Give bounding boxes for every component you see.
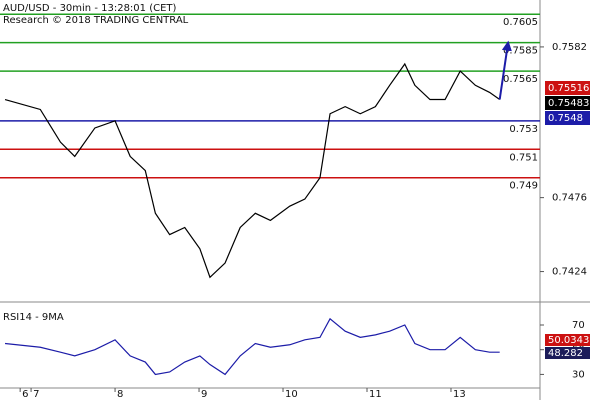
x-tick-label: 7 <box>33 389 39 400</box>
price-tag-label: 0.75516 <box>548 83 589 94</box>
price-tag <box>545 111 590 125</box>
price-tag-label: 0.75483 <box>548 98 589 109</box>
series-line <box>4 62 501 279</box>
price-tag <box>545 96 590 110</box>
rsi-tag-label: 50.0343 <box>548 335 589 346</box>
price-tag <box>545 81 590 95</box>
x-tick-label: 6 <box>22 389 28 400</box>
chart-subtitle: Research © 2018 TRADING CENTRAL <box>3 15 189 26</box>
x-tick-label: 9 <box>201 389 207 400</box>
x-tick-label: 11 <box>369 389 382 400</box>
y-tick-label: 0.7582 <box>552 42 587 53</box>
rsi-tag <box>545 334 590 346</box>
series-line <box>498 40 512 100</box>
level-label: 0.753 <box>509 124 538 135</box>
chart-title: AUD/USD - 30min - 13:28:01 (CET) <box>3 3 177 14</box>
price-tag-label: 0.7548 <box>548 113 583 124</box>
y-tick-label: 70 <box>572 320 585 331</box>
x-tick-label: 8 <box>117 389 123 400</box>
level-label: 0.7605 <box>503 17 538 28</box>
rsi-tag-label: 48.282 <box>548 348 583 359</box>
y-tick-label: 30 <box>572 369 585 380</box>
x-tick-label: 10 <box>285 389 298 400</box>
level-label: 0.751 <box>509 152 538 163</box>
y-tick-label: 0.7424 <box>552 267 587 278</box>
level-label: 0.7565 <box>503 74 538 85</box>
level-label: 0.749 <box>509 181 538 192</box>
x-tick-label: 13 <box>453 389 466 400</box>
y-tick-label: 0.7476 <box>552 193 587 204</box>
level-label: 0.7585 <box>503 46 538 57</box>
rsi-tag <box>545 347 590 359</box>
rsi-title: RSI14 - 9MA <box>3 312 64 323</box>
series-line <box>4 317 500 376</box>
